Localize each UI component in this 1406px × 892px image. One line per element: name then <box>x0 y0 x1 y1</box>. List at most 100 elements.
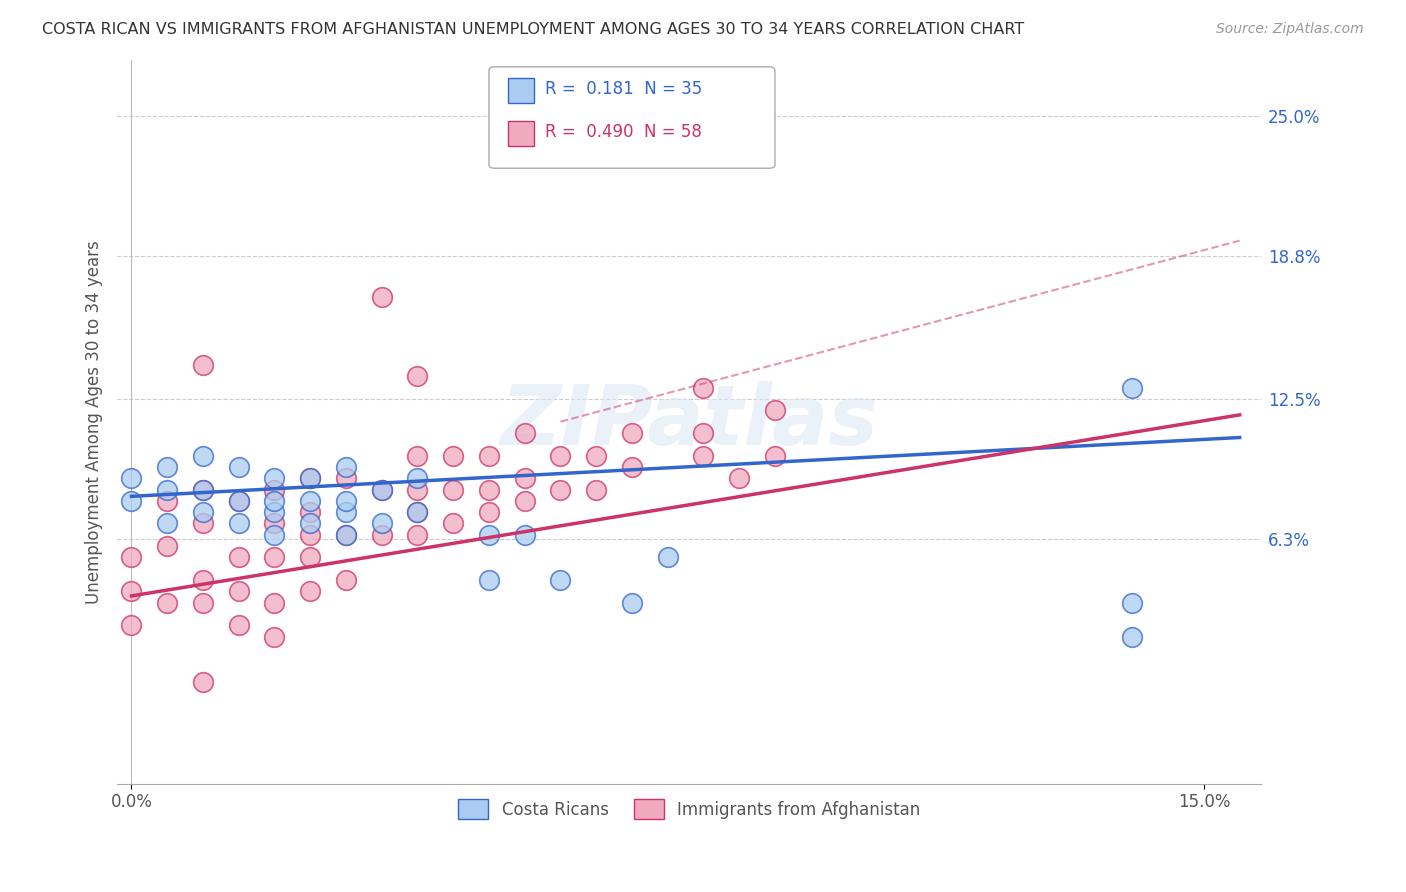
Point <box>370 290 392 304</box>
Y-axis label: Unemployment Among Ages 30 to 34 years: Unemployment Among Ages 30 to 34 years <box>86 240 103 604</box>
Point <box>156 494 179 508</box>
Point <box>441 449 464 463</box>
Point <box>335 459 357 474</box>
Point <box>406 369 429 384</box>
Point <box>228 459 250 474</box>
Point <box>692 425 714 440</box>
Point <box>335 528 357 542</box>
Point <box>299 550 322 565</box>
Point <box>763 403 786 417</box>
Text: R =  0.181  N = 35: R = 0.181 N = 35 <box>546 79 702 97</box>
Point <box>550 449 572 463</box>
Point <box>121 584 143 599</box>
Point <box>156 596 179 610</box>
Point <box>191 596 214 610</box>
Point <box>228 516 250 531</box>
Point <box>370 483 392 497</box>
Point <box>263 471 285 485</box>
Point <box>191 573 214 587</box>
Point <box>299 494 322 508</box>
Point <box>478 505 501 519</box>
Point <box>620 596 643 610</box>
Point <box>513 494 536 508</box>
Point <box>263 630 285 644</box>
Point <box>263 494 285 508</box>
Text: R =  0.490  N = 58: R = 0.490 N = 58 <box>546 123 702 141</box>
Point <box>228 584 250 599</box>
Point <box>121 550 143 565</box>
Point <box>335 528 357 542</box>
FancyBboxPatch shape <box>509 121 534 146</box>
Point <box>370 516 392 531</box>
Point <box>191 483 214 497</box>
Point <box>370 483 392 497</box>
FancyBboxPatch shape <box>509 78 534 103</box>
Point <box>299 505 322 519</box>
Point <box>406 505 429 519</box>
Point <box>478 573 501 587</box>
Point <box>585 449 607 463</box>
Point <box>692 381 714 395</box>
Point <box>121 618 143 632</box>
Point <box>1121 381 1143 395</box>
Point <box>263 516 285 531</box>
Point <box>263 505 285 519</box>
Point <box>191 449 214 463</box>
Point <box>550 573 572 587</box>
Point <box>513 528 536 542</box>
Text: ZIPatlas: ZIPatlas <box>501 381 879 462</box>
Point <box>156 483 179 497</box>
Point <box>191 358 214 372</box>
Point <box>406 483 429 497</box>
Text: COSTA RICAN VS IMMIGRANTS FROM AFGHANISTAN UNEMPLOYMENT AMONG AGES 30 TO 34 YEAR: COSTA RICAN VS IMMIGRANTS FROM AFGHANIST… <box>42 22 1025 37</box>
Point <box>191 505 214 519</box>
FancyBboxPatch shape <box>489 67 775 169</box>
Point <box>550 483 572 497</box>
Point <box>620 459 643 474</box>
Point <box>156 459 179 474</box>
Point <box>513 471 536 485</box>
Point <box>228 494 250 508</box>
Point <box>657 550 679 565</box>
Point <box>121 471 143 485</box>
Point <box>692 449 714 463</box>
Point <box>763 449 786 463</box>
Point <box>228 494 250 508</box>
Point <box>406 471 429 485</box>
Point <box>478 483 501 497</box>
Point <box>121 494 143 508</box>
Point <box>1121 630 1143 644</box>
Point <box>1121 596 1143 610</box>
Point <box>513 425 536 440</box>
Point <box>335 505 357 519</box>
Point <box>263 550 285 565</box>
Point <box>299 584 322 599</box>
Point <box>299 528 322 542</box>
Point <box>585 483 607 497</box>
Text: Source: ZipAtlas.com: Source: ZipAtlas.com <box>1216 22 1364 37</box>
Point <box>228 550 250 565</box>
Point <box>263 528 285 542</box>
Point <box>156 539 179 553</box>
Point <box>478 528 501 542</box>
Point <box>406 528 429 542</box>
Point <box>620 425 643 440</box>
Point <box>299 516 322 531</box>
Point <box>406 505 429 519</box>
Point <box>299 471 322 485</box>
Point <box>191 516 214 531</box>
Point <box>335 573 357 587</box>
Point <box>335 494 357 508</box>
Point <box>478 449 501 463</box>
Legend: Costa Ricans, Immigrants from Afghanistan: Costa Ricans, Immigrants from Afghanista… <box>451 792 927 826</box>
Point <box>228 618 250 632</box>
Point <box>263 596 285 610</box>
Point <box>299 471 322 485</box>
Point <box>370 528 392 542</box>
Point <box>263 483 285 497</box>
Point <box>441 483 464 497</box>
Point <box>406 449 429 463</box>
Point <box>191 483 214 497</box>
Point <box>728 471 751 485</box>
Point <box>441 516 464 531</box>
